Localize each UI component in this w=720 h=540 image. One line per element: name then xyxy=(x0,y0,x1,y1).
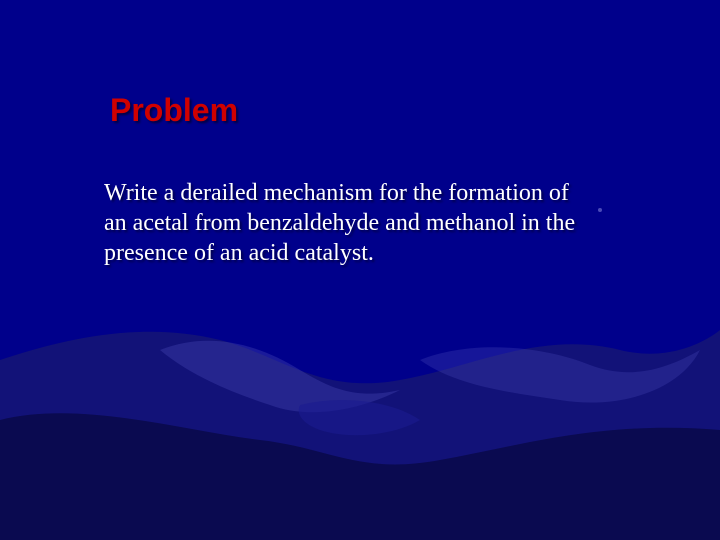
background-handshake-art xyxy=(0,0,720,540)
slide-title: Problem xyxy=(110,92,238,129)
slide-body-text: Write a derailed mechanism for the forma… xyxy=(104,178,584,268)
slide: Problem Write a derailed mechanism for t… xyxy=(0,0,720,540)
